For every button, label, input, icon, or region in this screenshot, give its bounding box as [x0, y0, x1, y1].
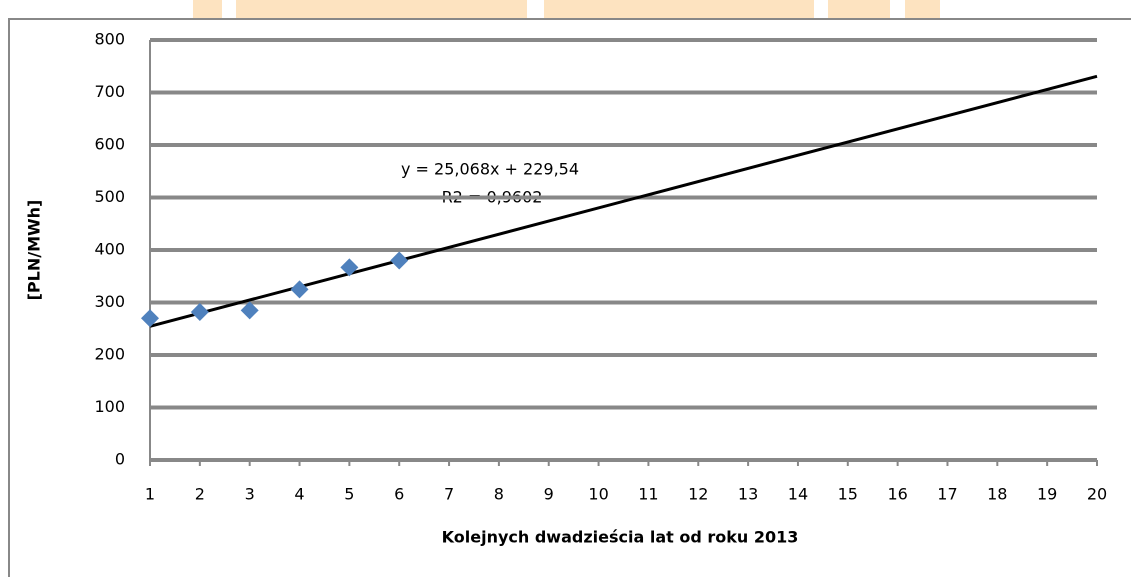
header-tab — [544, 0, 814, 18]
header-tab — [236, 0, 527, 18]
marker — [340, 258, 359, 277]
y-tick-label: 0 — [115, 450, 125, 469]
x-tick-label: 1 — [145, 485, 155, 504]
y-tick-label: 100 — [94, 397, 125, 416]
marker — [290, 280, 309, 299]
x-tick-label: 4 — [294, 485, 304, 504]
x-tick-label: 7 — [444, 485, 454, 504]
marker — [390, 251, 409, 270]
x-tick-label: 3 — [245, 485, 255, 504]
x-axis-title: Kolejnych dwadzieścia lat od roku 2013 — [442, 528, 799, 547]
marker — [190, 302, 209, 321]
header-tab — [828, 0, 890, 18]
x-tick-label: 10 — [588, 485, 608, 504]
y-tick-label: 800 — [94, 30, 125, 49]
y-tick-label: 400 — [94, 240, 125, 259]
x-tick-label: 11 — [638, 485, 658, 504]
marker — [141, 309, 159, 328]
x-tick-label: 12 — [688, 485, 708, 504]
trendline — [149, 74, 1098, 328]
x-tick-label: 15 — [838, 485, 858, 504]
header-tab — [905, 0, 940, 18]
x-tick-label: 18 — [987, 485, 1007, 504]
y-tick-label: 600 — [94, 135, 125, 154]
chart-frame — [8, 18, 1131, 577]
y-tick-label: 500 — [94, 187, 125, 206]
x-tick-label: 9 — [544, 485, 554, 504]
x-tick-label: 17 — [937, 485, 957, 504]
y-tick-label: 700 — [94, 82, 125, 101]
y-axis-title: [PLN/MWh] — [25, 200, 44, 301]
x-tick-label: 19 — [1037, 485, 1057, 504]
x-tick-label: 6 — [394, 485, 404, 504]
x-tick-label: 2 — [195, 485, 205, 504]
x-tick-label: 5 — [344, 485, 354, 504]
x-tick-label: 13 — [738, 485, 758, 504]
y-tick-label: 300 — [94, 292, 125, 311]
header-tab — [193, 0, 222, 18]
trendline-equation: y = 25,068x + 229,54 — [401, 160, 579, 179]
marker — [240, 301, 259, 320]
x-tick-label: 16 — [887, 485, 907, 504]
y-tick-label: 200 — [94, 345, 125, 364]
x-tick-label: 14 — [788, 485, 808, 504]
x-tick-label: 20 — [1087, 485, 1107, 504]
x-tick-label: 8 — [494, 485, 504, 504]
